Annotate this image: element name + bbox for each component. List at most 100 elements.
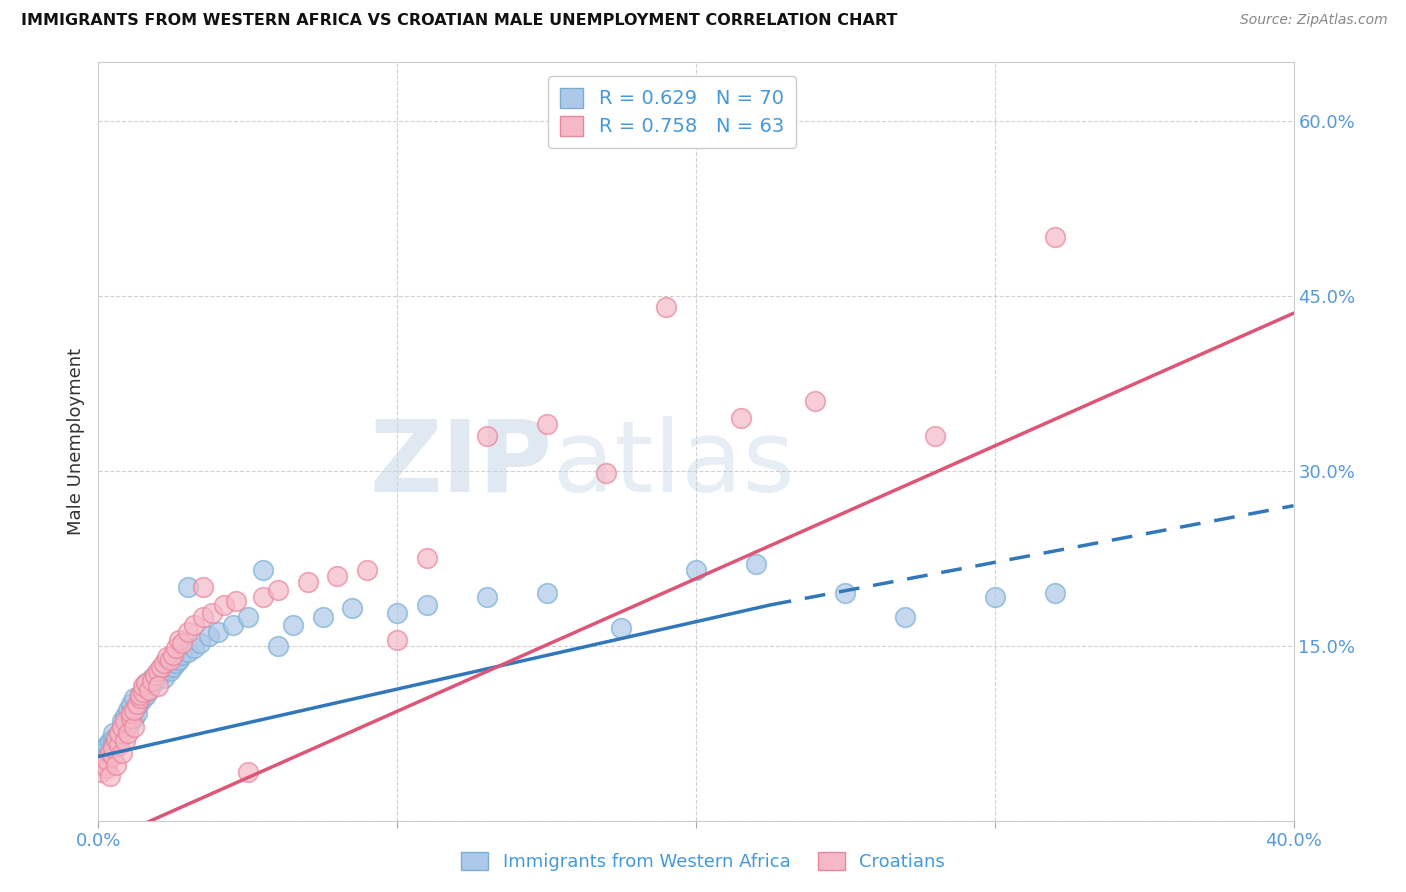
- Point: [267, 639, 290, 653]
- Point: [162, 648, 184, 662]
- Point: [730, 411, 752, 425]
- Point: [311, 609, 333, 624]
- Point: [356, 563, 378, 577]
- Point: [252, 563, 274, 577]
- Point: [138, 683, 160, 698]
- Point: [124, 711, 146, 725]
- Point: [655, 301, 678, 315]
- Point: [105, 731, 128, 746]
- Point: [165, 656, 187, 670]
- Point: [103, 741, 125, 756]
- Point: [150, 659, 173, 673]
- Point: [98, 734, 122, 748]
- Point: [129, 691, 152, 706]
- Point: [120, 706, 142, 721]
- Point: [120, 711, 142, 725]
- Point: [201, 606, 224, 620]
- Point: [177, 580, 200, 594]
- Point: [159, 653, 181, 667]
- Point: [120, 697, 142, 711]
- Point: [96, 753, 118, 767]
- Point: [132, 680, 155, 694]
- Point: [96, 738, 118, 752]
- Point: [114, 723, 136, 737]
- Point: [894, 609, 917, 624]
- Point: [105, 757, 128, 772]
- Point: [127, 697, 149, 711]
- Point: [103, 726, 125, 740]
- Point: [165, 640, 187, 655]
- Point: [236, 609, 259, 624]
- Point: [127, 706, 149, 721]
- Point: [103, 738, 125, 752]
- Point: [156, 650, 179, 665]
- Point: [236, 764, 259, 779]
- Point: [93, 757, 115, 772]
- Point: [120, 714, 142, 729]
- Text: IMMIGRANTS FROM WESTERN AFRICA VS CROATIAN MALE UNEMPLOYMENT CORRELATION CHART: IMMIGRANTS FROM WESTERN AFRICA VS CROATI…: [21, 13, 897, 29]
- Point: [198, 629, 221, 643]
- Point: [191, 609, 214, 624]
- Point: [745, 557, 768, 571]
- Point: [114, 714, 136, 729]
- Point: [114, 708, 136, 723]
- Point: [148, 665, 170, 679]
- Point: [108, 726, 131, 740]
- Point: [153, 671, 176, 685]
- Point: [135, 688, 157, 702]
- Point: [135, 676, 157, 690]
- Point: [117, 726, 139, 740]
- Point: [475, 428, 498, 442]
- Point: [103, 731, 125, 746]
- Point: [135, 676, 157, 690]
- Point: [105, 730, 128, 744]
- Point: [108, 726, 131, 740]
- Point: [117, 718, 139, 732]
- Point: [297, 574, 319, 589]
- Point: [475, 590, 498, 604]
- Point: [114, 734, 136, 748]
- Point: [834, 586, 856, 600]
- Point: [342, 601, 364, 615]
- Point: [141, 673, 163, 688]
- Legend: Immigrants from Western Africa, Croatians: Immigrants from Western Africa, Croatian…: [454, 845, 952, 879]
- Point: [183, 617, 205, 632]
- Point: [252, 590, 274, 604]
- Point: [167, 653, 190, 667]
- Point: [124, 703, 146, 717]
- Y-axis label: Male Unemployment: Male Unemployment: [66, 348, 84, 535]
- Point: [96, 749, 118, 764]
- Point: [162, 659, 184, 673]
- Point: [536, 586, 558, 600]
- Point: [132, 691, 155, 706]
- Point: [416, 551, 439, 566]
- Text: atlas: atlas: [553, 416, 794, 513]
- Point: [416, 598, 439, 612]
- Point: [108, 738, 131, 752]
- Point: [141, 676, 163, 690]
- Point: [212, 598, 235, 612]
- Point: [111, 714, 134, 729]
- Point: [191, 580, 214, 594]
- Point: [183, 640, 205, 655]
- Point: [117, 703, 139, 717]
- Point: [385, 632, 409, 647]
- Point: [188, 636, 211, 650]
- Point: [108, 738, 131, 752]
- Point: [129, 688, 152, 702]
- Point: [124, 691, 146, 706]
- Point: [96, 761, 118, 775]
- Point: [141, 671, 163, 685]
- Point: [98, 746, 122, 760]
- Point: [685, 563, 707, 577]
- Point: [984, 590, 1007, 604]
- Point: [90, 744, 112, 758]
- Legend: R = 0.629   N = 70, R = 0.758   N = 63: R = 0.629 N = 70, R = 0.758 N = 63: [548, 76, 796, 148]
- Point: [129, 695, 152, 709]
- Point: [267, 582, 290, 597]
- Point: [108, 731, 131, 746]
- Point: [90, 764, 112, 779]
- Point: [172, 648, 194, 662]
- Point: [536, 417, 558, 431]
- Point: [132, 683, 155, 698]
